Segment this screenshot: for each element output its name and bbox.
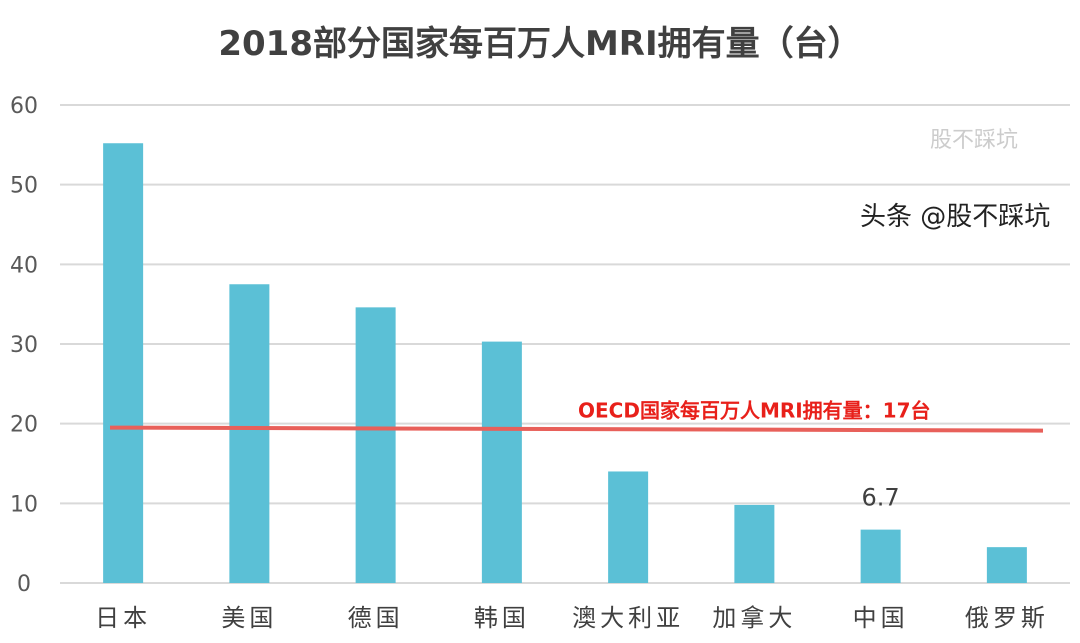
x-tick-label: 中国 bbox=[853, 604, 909, 632]
bar-日本 bbox=[103, 143, 144, 584]
x-tick-label: 澳大利亚 bbox=[572, 604, 684, 632]
chart-title: 2018部分国家每百万人MRI拥有量（台） bbox=[218, 24, 862, 64]
x-tick-label: 美国 bbox=[221, 604, 277, 632]
bar-澳大利亚 bbox=[608, 471, 649, 583]
y-tick-label: 40 bbox=[10, 253, 38, 278]
y-tick-label: 20 bbox=[10, 413, 38, 438]
x-tick-label: 德国 bbox=[348, 604, 404, 632]
watermark-faint: 股不踩坑 bbox=[930, 128, 1019, 153]
bar-美国 bbox=[229, 284, 270, 583]
oecd-reference-label: OECD国家每百万人MRI拥有量：17台 bbox=[578, 399, 931, 423]
bar-俄罗斯 bbox=[986, 547, 1027, 583]
watermark: 头条 @股不踩坑 bbox=[860, 202, 1051, 232]
y-tick-label: 0 bbox=[17, 572, 31, 597]
y-tick-label: 50 bbox=[10, 174, 38, 199]
y-tick-label: 10 bbox=[10, 492, 38, 517]
bar-中国 bbox=[860, 529, 901, 583]
data-label: 6.7 bbox=[862, 484, 900, 512]
x-tick-label: 日本 bbox=[95, 604, 151, 632]
bar-韩国 bbox=[481, 341, 522, 583]
y-tick-label: 30 bbox=[10, 333, 38, 358]
y-tick-label: 60 bbox=[10, 94, 38, 119]
bar-加拿大 bbox=[734, 504, 775, 583]
x-tick-label: 加拿大 bbox=[712, 604, 796, 632]
x-tick-label: 俄罗斯 bbox=[965, 604, 1049, 632]
bar-德国 bbox=[355, 307, 396, 583]
oecd-reference-line bbox=[109, 425, 1044, 433]
x-tick-label: 韩国 bbox=[474, 604, 530, 632]
